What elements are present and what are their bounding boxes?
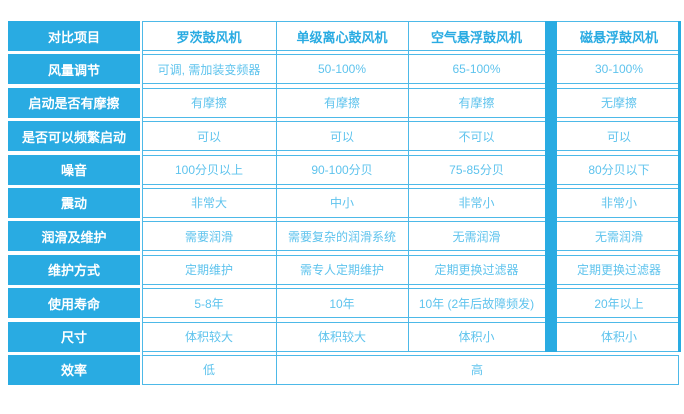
row-label-cell: 噪音 <box>8 154 140 185</box>
table-row-frequent-start: 是否可以频繁启动 可以 可以 不可以 可以 <box>8 121 681 152</box>
table-row-airflow-adjustment: 风量调节 可调, 需加装变频器 50-100% 65-100% 30-100% <box>8 54 681 85</box>
table-row-lubrication-maintenance: 润滑及维护 需要润滑 需要复杂的润滑系统 无需润滑 无需润滑 <box>8 221 681 252</box>
value-cell: 定期更换过滤器 <box>545 254 681 285</box>
value-cell: 可以 <box>545 121 681 152</box>
value-cell: 80分贝以下 <box>545 154 681 185</box>
row-label-cell: 使用寿命 <box>8 288 140 319</box>
value-cell: 可调, 需加装变频器 <box>142 54 276 85</box>
value-cell: 75-85分贝 <box>408 154 545 185</box>
column-header-roots-blower: 罗茨鼓风机 <box>142 21 276 51</box>
value-cell: 65-100% <box>408 54 545 85</box>
value-cell: 定期更换过滤器 <box>408 254 545 285</box>
row-label-cell: 尺寸 <box>8 321 140 352</box>
value-cell: 无需润滑 <box>545 221 681 252</box>
value-cell: 有摩擦 <box>408 87 545 118</box>
value-cell: 无摩擦 <box>545 87 681 118</box>
value-cell: 100分贝以上 <box>142 154 276 185</box>
highlight-column-left-bar <box>545 21 557 352</box>
value-cell: 体积较大 <box>142 321 276 352</box>
value-cell: 30-100% <box>545 54 681 85</box>
column-header-air-suspension-blower: 空气悬浮鼓风机 <box>408 21 545 51</box>
value-cell: 不可以 <box>408 121 545 152</box>
table-row-maintenance-method: 维护方式 定期维护 需专人定期维护 定期更换过滤器 定期更换过滤器 <box>8 254 681 285</box>
row-label-cell: 效率 <box>8 354 140 385</box>
value-cell: 需要润滑 <box>142 221 276 252</box>
row-label-cell: 是否可以频繁启动 <box>8 121 140 152</box>
value-cell: 需专人定期维护 <box>276 254 408 285</box>
row-label-cell: 风量调节 <box>8 54 140 85</box>
value-cell: 90-100分贝 <box>276 154 408 185</box>
value-cell: 非常小 <box>545 187 681 218</box>
corner-header-cell: 对比项目 <box>8 21 140 51</box>
value-cell: 非常大 <box>142 187 276 218</box>
value-cell: 中小 <box>276 187 408 218</box>
highlight-column-right-edge <box>678 21 681 352</box>
column-header-magnetic-suspension-blower: 磁悬浮鼓风机 <box>545 21 681 51</box>
value-cell: 体积小 <box>408 321 545 352</box>
value-cell: 体积较大 <box>276 321 408 352</box>
value-cell: 有摩擦 <box>142 87 276 118</box>
efficiency-low-cell: 低 <box>142 354 276 385</box>
grid-line-col3-col4 <box>408 21 409 352</box>
efficiency-row-right-edge <box>678 355 679 385</box>
grid-line-content-left <box>142 21 143 385</box>
efficiency-high-merged-cell: 高 <box>276 354 678 385</box>
table-row-efficiency: 效率 低 高 <box>8 354 681 385</box>
row-label-cell: 维护方式 <box>8 254 140 285</box>
value-cell: 5-8年 <box>142 288 276 319</box>
row-label-cell: 启动是否有摩擦 <box>8 87 140 118</box>
value-cell: 可以 <box>276 121 408 152</box>
grid-line-col2-col3 <box>276 21 277 385</box>
value-cell: 无需润滑 <box>408 221 545 252</box>
value-cell: 需要复杂的润滑系统 <box>276 221 408 252</box>
value-cell: 定期维护 <box>142 254 276 285</box>
value-cell: 10年 (2年后故障频发) <box>408 288 545 319</box>
table-row-vibration: 震动 非常大 中小 非常小 非常小 <box>8 187 681 218</box>
table-row-noise: 噪音 100分贝以上 90-100分贝 75-85分贝 80分贝以下 <box>8 154 681 185</box>
column-header-centrifugal-blower: 单级离心鼓风机 <box>276 21 408 51</box>
value-cell: 10年 <box>276 288 408 319</box>
value-cell: 体积小 <box>545 321 681 352</box>
value-cell: 50-100% <box>276 54 408 85</box>
table-row-service-life: 使用寿命 5-8年 10年 10年 (2年后故障频发) 20年以上 <box>8 288 681 319</box>
value-cell: 可以 <box>142 121 276 152</box>
value-cell: 20年以上 <box>545 288 681 319</box>
table-header-row: 对比项目 罗茨鼓风机 单级离心鼓风机 空气悬浮鼓风机 磁悬浮鼓风机 <box>8 21 681 51</box>
value-cell: 非常小 <box>408 187 545 218</box>
row-label-cell: 润滑及维护 <box>8 221 140 252</box>
value-cell: 有摩擦 <box>276 87 408 118</box>
table-row-startup-friction: 启动是否有摩擦 有摩擦 有摩擦 有摩擦 无摩擦 <box>8 87 681 118</box>
table-row-size: 尺寸 体积较大 体积较大 体积小 体积小 <box>8 321 681 352</box>
row-label-cell: 震动 <box>8 187 140 218</box>
blower-comparison-table: 对比项目 罗茨鼓风机 单级离心鼓风机 空气悬浮鼓风机 磁悬浮鼓风机 风量调节 可… <box>8 21 681 385</box>
